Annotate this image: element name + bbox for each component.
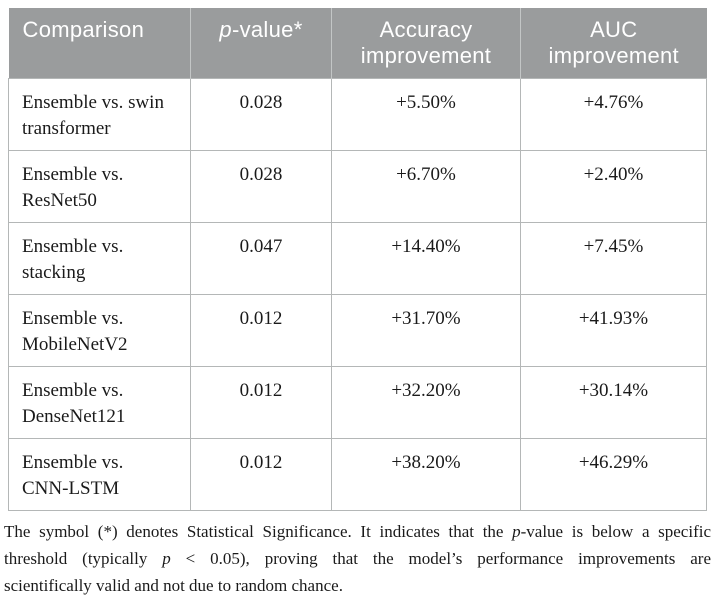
cell-comparison: Ensemble vs. CNN-LSTM (8, 437, 191, 511)
text-run: -value is below a specific (520, 521, 712, 541)
footnote-line: scientifically valid and not due to rand… (4, 572, 711, 599)
footnote-line: threshold (typically p < 0.05), proving … (4, 545, 711, 572)
table-row: Ensemble vs. stacking 0.047 +14.40% +7.45% (8, 221, 707, 295)
cell-auc: +7.45% (520, 221, 707, 295)
text-run: threshold (typically (4, 548, 163, 568)
cell-comparison: Ensemble vs. stacking (8, 221, 191, 295)
cell-pvalue: 0.012 (190, 365, 332, 439)
cell-acc: +38.20% (331, 437, 521, 511)
text-run: Accuracy improvement (360, 17, 492, 68)
cell-comparison: Ensemble vs. swin transformer (8, 77, 191, 151)
comparison-table: Comparison p-value* Accuracy improvement AU… (8, 8, 707, 511)
cell-pvalue: 0.012 (190, 437, 332, 511)
table-row: Ensemble vs. swin transformer 0.028 +5.50%… (8, 77, 707, 151)
italic-text: p (162, 548, 171, 568)
table-header-row: Comparison p-value* Accuracy improvement AU… (8, 8, 707, 78)
table-row: Ensemble vs. MobileNetV2 0.012 +31.70% +41.… (8, 293, 707, 367)
italic-text: p (512, 521, 521, 541)
cell-pvalue: 0.012 (190, 293, 332, 367)
footnote-line: The symbol (*) denotes Statistical Signi… (4, 518, 711, 545)
cell-auc: +2.40% (520, 149, 707, 223)
header-cell-acc: Accuracy improvement (331, 8, 521, 78)
header-cell-comparison: Comparison (8, 8, 191, 78)
table-row: Ensemble vs. DenseNet121 0.012 +32.20% +30.… (8, 365, 707, 439)
cell-acc: +31.70% (331, 293, 521, 367)
header-cell-pvalue: p-value* (190, 8, 332, 78)
cell-comparison: Ensemble vs. DenseNet121 (8, 365, 191, 439)
cell-acc: +32.20% (331, 365, 521, 439)
text-run: The symbol (*) denotes Statistical Signi… (4, 521, 513, 541)
cell-auc: +41.93% (520, 293, 707, 367)
cell-pvalue: 0.028 (190, 77, 332, 151)
cell-auc: +30.14% (520, 365, 707, 439)
cell-pvalue: 0.028 (190, 149, 332, 223)
table-footnote: The symbol (*) denotes Statistical Signi… (4, 518, 711, 599)
cell-acc: +14.40% (331, 221, 521, 295)
cell-auc: +4.76% (520, 77, 707, 151)
cell-acc: +5.50% (331, 77, 521, 151)
text-run: -value* (231, 17, 303, 42)
cell-comparison: Ensemble vs. MobileNetV2 (8, 293, 191, 367)
italic-text: p (219, 17, 232, 42)
header-cell-auc: AUC improvement (520, 8, 707, 78)
text-run: < 0.05), proving that the model’s perfor… (170, 548, 712, 568)
cell-acc: +6.70% (331, 149, 521, 223)
table-row: Ensemble vs. ResNet50 0.028 +6.70% +2.40% (8, 149, 707, 223)
cell-pvalue: 0.047 (190, 221, 332, 295)
table-body: Ensemble vs. swin transformer 0.028 +5.50%… (8, 77, 707, 511)
text-run: scientifically valid and not due to rand… (4, 575, 343, 595)
text-run: AUC improvement (548, 17, 679, 68)
cell-auc: +46.29% (520, 437, 707, 511)
table-row: Ensemble vs. CNN-LSTM 0.012 +38.20% +46.29% (8, 437, 707, 511)
text-run: Comparison (22, 17, 145, 42)
cell-comparison: Ensemble vs. ResNet50 (8, 149, 191, 223)
